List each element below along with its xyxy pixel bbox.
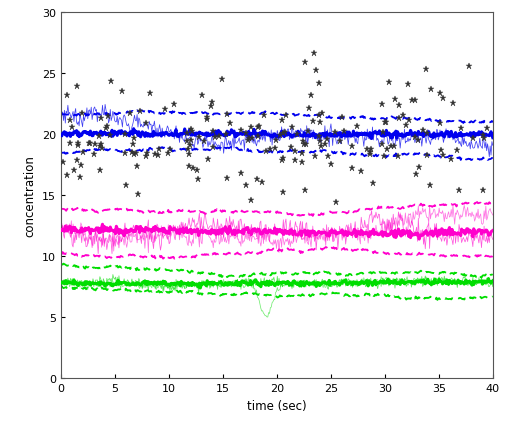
X-axis label: time (sec): time (sec) [247,399,307,412]
Y-axis label: concentration: concentration [23,155,37,236]
